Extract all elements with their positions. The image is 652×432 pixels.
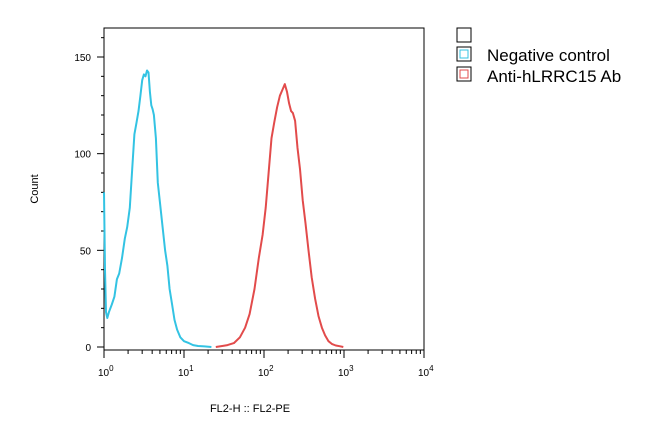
x-tick-label: 101 bbox=[178, 364, 194, 379]
legend-label-negative-control: Negative control bbox=[487, 46, 610, 65]
y-tick-label: 100 bbox=[74, 150, 91, 161]
x-tick-label: 104 bbox=[418, 364, 434, 379]
legend-swatch-blank bbox=[456, 27, 472, 43]
series-line-0 bbox=[103, 69, 212, 348]
y-tick-label: 150 bbox=[74, 53, 91, 64]
series-line-1 bbox=[215, 83, 344, 348]
legend-marker-anti-hlrrc15 bbox=[459, 69, 469, 79]
x-tick-label: 102 bbox=[258, 364, 274, 379]
legend: Negative control Anti-hLRRC15 Ab bbox=[456, 27, 621, 86]
x-tick-label: 103 bbox=[338, 364, 354, 379]
plot-frame bbox=[103, 27, 425, 351]
y-tick-label: 50 bbox=[80, 246, 92, 257]
y-axis-title: Count bbox=[29, 174, 41, 203]
legend-label-anti-hlrrc15: Anti-hLRRC15 Ab bbox=[487, 67, 621, 86]
x-tick-label: 100 bbox=[98, 364, 114, 379]
x-axis-title: FL2-H :: FL2-PE bbox=[210, 403, 290, 415]
x-axis-ticks: 100 101 102 103 104 bbox=[98, 350, 434, 379]
y-tick-label: 0 bbox=[85, 343, 91, 354]
legend-marker-negative-control bbox=[459, 49, 469, 59]
series-layer bbox=[103, 69, 344, 348]
y-axis-ticks: 0 50 100 150 bbox=[74, 37, 104, 354]
